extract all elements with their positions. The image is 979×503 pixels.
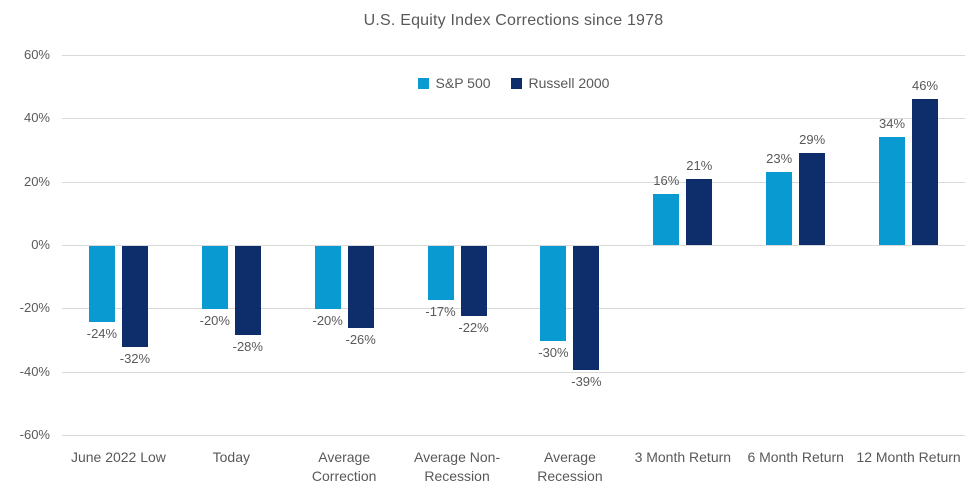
bar-value-label: -39% [571, 373, 602, 389]
gridline [62, 55, 965, 56]
y-axis-tick-label: 40% [23, 110, 50, 126]
x-axis-category-label: Average Correction [311, 449, 377, 484]
x-axis-category-label: Average Recession [537, 449, 603, 484]
bar-sp500 [314, 246, 341, 310]
bar-value-label: -30% [538, 345, 569, 360]
legend-label-russell2000: Russell 2000 [528, 75, 610, 91]
y-axis-tick-label: 60% [23, 47, 50, 62]
bar-value-label: 16% [653, 173, 680, 189]
chart-title: U.S. Equity Index Corrections since 1978 [363, 12, 664, 29]
russell2000-swatch-icon [510, 77, 522, 89]
bar-value-label: -28% [232, 338, 263, 354]
x-axis-category-label: 6 Month Return [747, 449, 844, 465]
bar-value-label: 34% [879, 116, 906, 132]
sp500-swatch-icon [417, 77, 429, 89]
gridline [62, 308, 965, 310]
gridline [62, 371, 965, 373]
bar-sp500 [427, 246, 454, 300]
bar-sp500 [540, 246, 567, 341]
bar-value-label: -26% [345, 332, 376, 348]
bar-value-label: 21% [686, 157, 713, 173]
y-axis: 60% 40% 20% 0% -20% -40% -60% [0, 47, 50, 442]
bar-value-label: 46% [912, 78, 939, 94]
bar-russell2000 [460, 246, 487, 316]
plot-area: -24% -32% June 2022 Low -20% -28% Today -20% -2… [62, 55, 965, 484]
bar-russell2000 [347, 246, 374, 329]
x-axis-category-label: 3 Month Return [634, 449, 732, 465]
bar-value-label: -20% [199, 313, 230, 329]
bar-sp500 [88, 246, 115, 322]
y-axis-tick-label: -40% [19, 363, 50, 379]
bar-sp500 [879, 137, 906, 245]
bar-sp500 [201, 246, 228, 310]
bar-value-label: 23% [766, 151, 793, 167]
gridline [62, 118, 965, 120]
bar-russell2000 [912, 99, 939, 245]
y-axis-tick-label: 20% [23, 173, 50, 189]
legend: S&P 500 Russell 2000 [62, 75, 965, 91]
gridline [62, 181, 965, 183]
x-axis-category-label: June 2022 Low [70, 449, 166, 465]
bar-value-label: -32% [119, 351, 151, 367]
bar-value-label: -20% [312, 313, 343, 329]
y-axis-tick-label: -60% [19, 427, 50, 442]
gridline [62, 245, 965, 246]
gridline [62, 435, 965, 436]
bar-value-label: -24% [86, 326, 118, 341]
y-axis-tick-label: -20% [19, 300, 50, 316]
y-axis-tick-label: 0% [31, 237, 50, 252]
bar-value-label: 29% [799, 132, 826, 148]
x-axis-category-label: Average Non-Recession [413, 449, 501, 484]
bar-sp500 [766, 172, 793, 245]
bar-value-label: -17% [425, 303, 456, 319]
legend-item-russell2000: Russell 2000 [510, 75, 610, 91]
x-axis-category-label: Today [212, 449, 250, 465]
legend-item-sp500: S&P 500 [417, 75, 491, 91]
x-axis-category-label: 12 Month Return [856, 449, 961, 465]
bar-value-label: -22% [458, 319, 489, 335]
bar-russell2000 [121, 246, 148, 348]
bar-russell2000 [686, 178, 713, 245]
bar-russell2000 [234, 246, 261, 335]
bar-russell2000 [799, 153, 826, 245]
legend-label-sp500: S&P 500 [435, 75, 491, 91]
bar-sp500 [653, 194, 680, 245]
bar-russell2000 [573, 246, 600, 370]
